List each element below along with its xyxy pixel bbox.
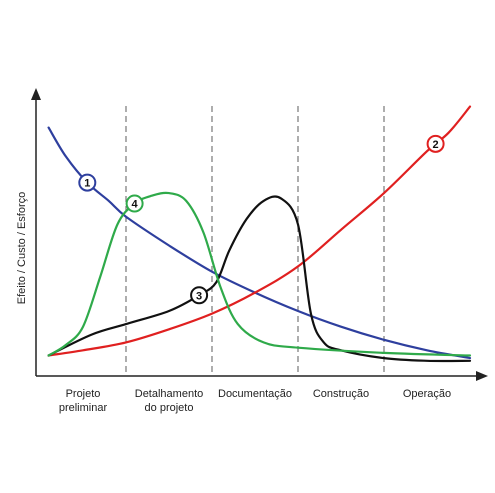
phase-label-5: Operação — [403, 388, 451, 400]
curve-marker-label-1: 1 — [84, 178, 90, 190]
phase-label-4: Construção — [313, 388, 369, 400]
curve-marker-2 — [426, 134, 445, 153]
curve-marker-label-3: 3 — [196, 290, 202, 302]
curve-marker-3 — [190, 286, 209, 305]
phase-label-2: do projeto — [145, 402, 194, 414]
y-axis-arrow-icon — [31, 88, 41, 100]
x-axis-arrow-icon — [476, 371, 488, 381]
curve-3 — [47, 195, 472, 363]
phase-boundaries — [125, 106, 385, 376]
phase-label-3: Documentação — [218, 388, 292, 400]
phase-label-2: Detalhamento — [135, 388, 204, 400]
phase-label-1: Projeto — [66, 388, 101, 400]
curve-4 — [47, 191, 472, 357]
curve-markers: 1 2 3 4 — [78, 134, 445, 305]
curves — [47, 105, 472, 363]
phase-label-1: preliminar — [59, 402, 108, 414]
curve-2 — [47, 105, 472, 357]
y-axis-title: Efeito / Custo / Esforço — [16, 192, 28, 305]
curve-marker-4 — [125, 194, 144, 213]
phase-labels: Projeto preliminar Detalhamento do projeto D… — [59, 388, 451, 414]
curve-marker-label-4: 4 — [132, 199, 139, 211]
curve-marker-1 — [78, 173, 97, 192]
curve-marker-label-2: 2 — [433, 139, 439, 151]
